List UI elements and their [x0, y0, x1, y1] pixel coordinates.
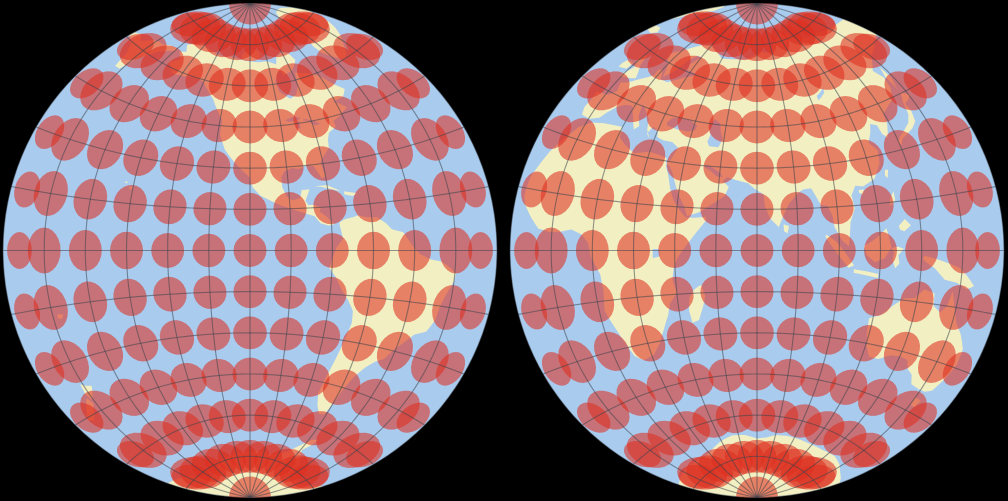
land-mindanao [898, 219, 911, 232]
tissot-dot [853, 441, 891, 468]
graticule-parallel [126, 36, 374, 87]
graticule-parallel [75, 373, 425, 426]
graticule-parallel [11, 186, 489, 210]
graticule-parallel [542, 126, 972, 169]
graticule [2, 3, 498, 498]
land-hainan [858, 189, 864, 195]
graticule-parallel [582, 373, 932, 426]
western-hemisphere [2, 3, 498, 498]
graticule-parallel [633, 414, 881, 465]
lake-lake-baikal [816, 87, 825, 101]
graticule-parallel [518, 186, 996, 210]
graticule-parallel [185, 11, 315, 46]
land-taiwan [884, 169, 889, 179]
graticule-parallel [542, 332, 972, 375]
graticule-parallel [633, 36, 881, 87]
graticule-parallel [126, 414, 374, 465]
graticule-parallel [75, 75, 425, 128]
land-sri-lanka [783, 224, 790, 234]
tissot-dot [346, 33, 384, 60]
tissot-dot [346, 441, 384, 468]
graticule-parallel [11, 291, 489, 315]
land-hispaniola [343, 191, 358, 196]
graticule-parallel [185, 455, 315, 490]
graticule-parallel [692, 455, 822, 490]
graticule-parallel [692, 11, 822, 46]
graticule-parallel [518, 291, 996, 315]
land-hawaii-oahu [124, 181, 128, 184]
tissot-dot [853, 33, 891, 60]
lake-lake-victoria [652, 249, 660, 259]
graticule-parallel [582, 75, 932, 128]
graticule-parallel [35, 126, 465, 169]
land-java [853, 269, 879, 278]
land-iceland [647, 25, 661, 34]
eastern-hemisphere [509, 3, 1005, 498]
graticule [509, 3, 1005, 498]
graticule-parallel [35, 332, 465, 375]
